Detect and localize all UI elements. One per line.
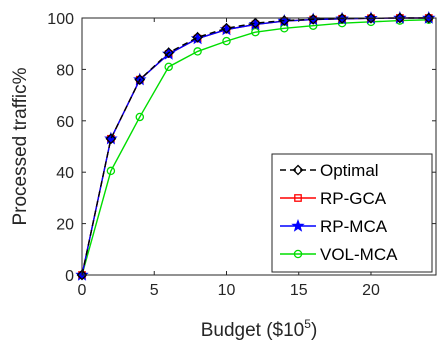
x-tick-label: 5 (150, 282, 159, 299)
y-tick-label: 0 (65, 268, 74, 285)
data-point (163, 47, 175, 59)
x-axis-label-exp: 5 (304, 317, 311, 331)
y-tick-label: 40 (56, 165, 74, 182)
data-point (365, 12, 377, 24)
legend-item-optimal: Optimal (280, 161, 379, 180)
legend-marker (291, 218, 305, 232)
legend-marker (293, 249, 303, 259)
legend-item-rp-mca: RP-MCA (280, 217, 388, 236)
data-point (76, 269, 88, 281)
y-tick-label: 80 (56, 62, 74, 79)
plot-frame (81, 17, 437, 276)
legend-label: Optimal (320, 161, 379, 180)
x-axis-label: Budget ($105) (201, 317, 318, 341)
data-point (134, 74, 146, 86)
data-point (336, 13, 348, 24)
data-point (222, 36, 231, 46)
data-point (192, 31, 204, 43)
data-point (193, 47, 202, 56)
legend-marker (292, 164, 304, 176)
data-point (221, 22, 232, 34)
data-point (105, 133, 117, 145)
data-point (394, 12, 406, 24)
legend: Optimal RP-GCA RP-MCA VOL-MCA (271, 153, 433, 273)
x-tick-label: 0 (78, 282, 87, 299)
legend-label: RP-GCA (320, 189, 387, 208)
data-point (278, 15, 290, 26)
data-point (135, 112, 145, 122)
y-tick-label: 60 (56, 114, 74, 131)
x-tick-label: 15 (290, 282, 308, 299)
legend-label: RP-MCA (320, 217, 388, 236)
data-point (106, 166, 116, 176)
legend-item-vol-mca: VOL-MCA (280, 245, 398, 264)
y-tick-label: 20 (56, 217, 74, 234)
y-tick-label: 100 (47, 11, 74, 28)
x-axis-label-tail: ) (311, 320, 317, 341)
y-axis-label: Processed traffic% (10, 67, 31, 225)
legend-label: VOL-MCA (320, 245, 398, 264)
x-tick-label: 20 (362, 282, 380, 299)
data-point (249, 17, 261, 29)
legend-marker (294, 194, 302, 202)
axis-ticks: 0 5 10 15 20 0 20 40 60 80 100 (47, 11, 436, 299)
legend-item-rp-gca: RP-GCA (280, 189, 387, 208)
data-point (164, 62, 173, 72)
x-axis-label-base: Budget ($10 (201, 320, 305, 341)
x-tick-label: 10 (218, 282, 236, 299)
data-point (423, 12, 435, 24)
